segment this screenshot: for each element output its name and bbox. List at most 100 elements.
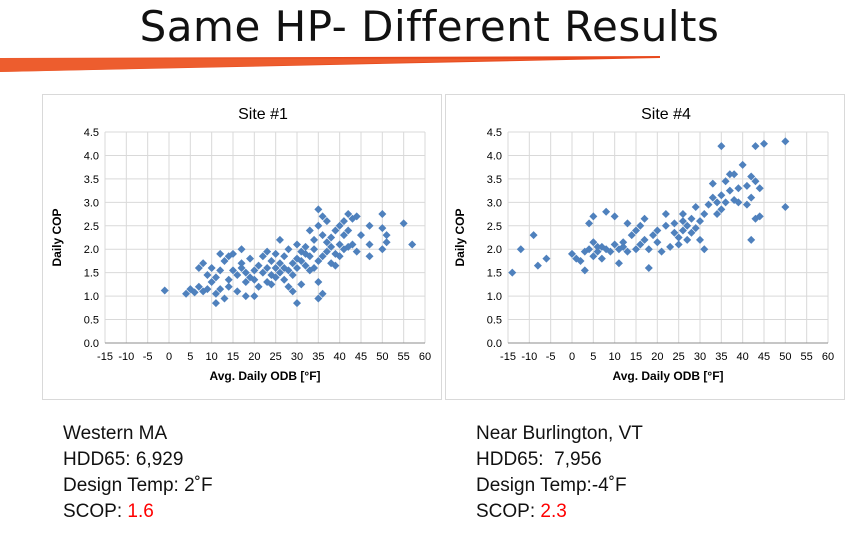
chart-1-data-point xyxy=(237,245,246,254)
chart-1-y-tick-label: 1.5 xyxy=(84,268,99,280)
chart-2-x-tick-label: 50 xyxy=(779,351,791,363)
chart-1-data-point xyxy=(288,287,297,296)
chart-2-y-axis-label: Daily COP xyxy=(453,208,467,266)
chart-1-data-point xyxy=(293,263,301,272)
chart-1-data-point xyxy=(382,231,391,240)
chart-1-data-point xyxy=(216,266,225,275)
chart-1-data-point xyxy=(327,242,336,251)
chart-2-data-point xyxy=(636,221,645,230)
chart-2-data-point xyxy=(597,254,606,263)
chart-2-data-point xyxy=(619,238,628,247)
chart-2-x-tick-label: 60 xyxy=(822,351,834,363)
chart-1-x-tick-label: 20 xyxy=(248,351,260,363)
chart-1-title: Site #1 xyxy=(238,106,288,123)
chart-1-y-axis-label: Daily COP xyxy=(50,208,64,266)
chart-1-data-point xyxy=(335,252,344,261)
chart-2-data-point xyxy=(653,238,662,247)
chart-2-data-point xyxy=(678,217,687,226)
chart-1-data-point xyxy=(246,254,255,263)
chart-1-data-point xyxy=(301,242,310,251)
site-4-location: Near Burlington, VT xyxy=(476,423,643,444)
chart-1-data-point xyxy=(237,263,246,272)
chart-2-data-point xyxy=(661,221,670,230)
chart-2-data-point xyxy=(585,219,594,228)
chart-2-data-point xyxy=(717,142,726,151)
chart-2-data-point xyxy=(644,263,653,272)
chart-2-data-point xyxy=(717,191,726,200)
chart-1-data-point xyxy=(318,289,327,298)
chart-2-data-point xyxy=(747,172,756,181)
chart-1-data-point xyxy=(211,299,220,308)
chart-2-data-point xyxy=(632,245,640,254)
chart-1-y-tick-label: 4.5 xyxy=(84,127,99,139)
chart-1-data-point xyxy=(348,240,357,249)
chart-1-data-point xyxy=(327,233,336,242)
chart-2-data-point xyxy=(747,235,756,244)
chart-2-data-point xyxy=(721,198,730,207)
site-1-scop: SCOP: 1.6 xyxy=(63,499,213,525)
chart-1-data-point xyxy=(310,235,319,244)
site-4-info: Near Burlington, VT HDD65: 7,956 Design … xyxy=(476,421,643,525)
chart-1-x-tick-label: 0 xyxy=(166,351,172,363)
chart-1-data-point xyxy=(280,275,289,284)
chart-1-data-point xyxy=(314,205,323,214)
chart-1-data-point xyxy=(293,299,301,308)
chart-1-data-point xyxy=(267,280,276,289)
chart-1-data-point xyxy=(216,249,225,258)
chart-1-x-tick-label: 25 xyxy=(270,351,282,363)
chart-1-data-point xyxy=(224,275,233,284)
chart-1-data-point xyxy=(275,268,284,277)
chart-1-x-tick-label: 50 xyxy=(376,351,388,363)
chart-2-x-tick-label: 40 xyxy=(737,351,749,363)
chart-1-x-tick-label: -10 xyxy=(118,351,134,363)
site-4-hdd65: HDD65: 7,956 xyxy=(476,449,602,470)
chart-1-data-point xyxy=(250,292,259,301)
chart-2-data-point xyxy=(751,177,760,186)
chart-1-data-point xyxy=(229,266,237,275)
chart-1-data-point xyxy=(288,271,297,280)
chart-1-data-point xyxy=(305,226,314,235)
chart-2-data-point xyxy=(708,193,717,202)
chart-2-data-point xyxy=(606,247,615,256)
chart-1-data-point xyxy=(211,273,220,282)
chart-2-data-point xyxy=(734,184,743,193)
chart-site-4: Site #4 -15 -10 -5 0 5 10 15 20 25 30 35 40 45 50 55 60 0… xyxy=(445,94,845,400)
chart-2-data-point xyxy=(747,193,756,202)
chart-1-data-point xyxy=(331,261,340,270)
chart-1-data-point xyxy=(301,261,310,270)
chart-1-y-tick-label: 2.5 xyxy=(84,221,99,233)
chart-2-data-point xyxy=(717,205,726,214)
chart-2-y-tick-label: 0.0 xyxy=(487,338,502,350)
chart-1-data-point xyxy=(344,226,353,235)
page-title: Same HP- Different Results xyxy=(139,2,720,51)
chart-1-data-point xyxy=(378,224,387,233)
chart-2-data-point xyxy=(725,186,734,195)
chart-2-data-point xyxy=(755,184,764,193)
chart-1-data-point xyxy=(284,245,293,254)
chart-2-y-tick-label: 4.5 xyxy=(487,127,502,139)
chart-2-data-point xyxy=(704,200,713,209)
site-4-scop: SCOP: 2.3 xyxy=(476,499,643,525)
chart-1-data-point xyxy=(280,252,289,261)
chart-1-data-point xyxy=(284,282,293,291)
chart-2-data-point xyxy=(687,214,696,223)
chart-2-y-tick-label: 2.0 xyxy=(487,244,502,256)
chart-1-x-tick-label: 30 xyxy=(291,351,303,363)
site-4-scop-value: 2.3 xyxy=(540,501,567,522)
chart-2-data-point xyxy=(614,245,623,254)
chart-1-data-point xyxy=(263,263,272,272)
chart-2-data-point xyxy=(734,198,743,207)
chart-2-data-point xyxy=(542,254,551,263)
chart-2-data-point xyxy=(593,247,602,256)
chart-1-data-point xyxy=(314,278,323,287)
chart-2-data-point xyxy=(721,177,730,186)
chart-2-data-point xyxy=(568,249,576,258)
chart-1-y-tick-label: 4.0 xyxy=(84,150,99,162)
chart-1-x-tick-label: -15 xyxy=(97,351,113,363)
chart-2-data-point xyxy=(760,139,768,148)
chart-1-y-tick-label: 3.0 xyxy=(84,197,99,209)
chart-1-data-point xyxy=(267,256,276,265)
chart-2-data-point xyxy=(623,219,632,228)
chart-1-data-point xyxy=(331,249,340,258)
chart-2-data-point xyxy=(589,238,598,247)
